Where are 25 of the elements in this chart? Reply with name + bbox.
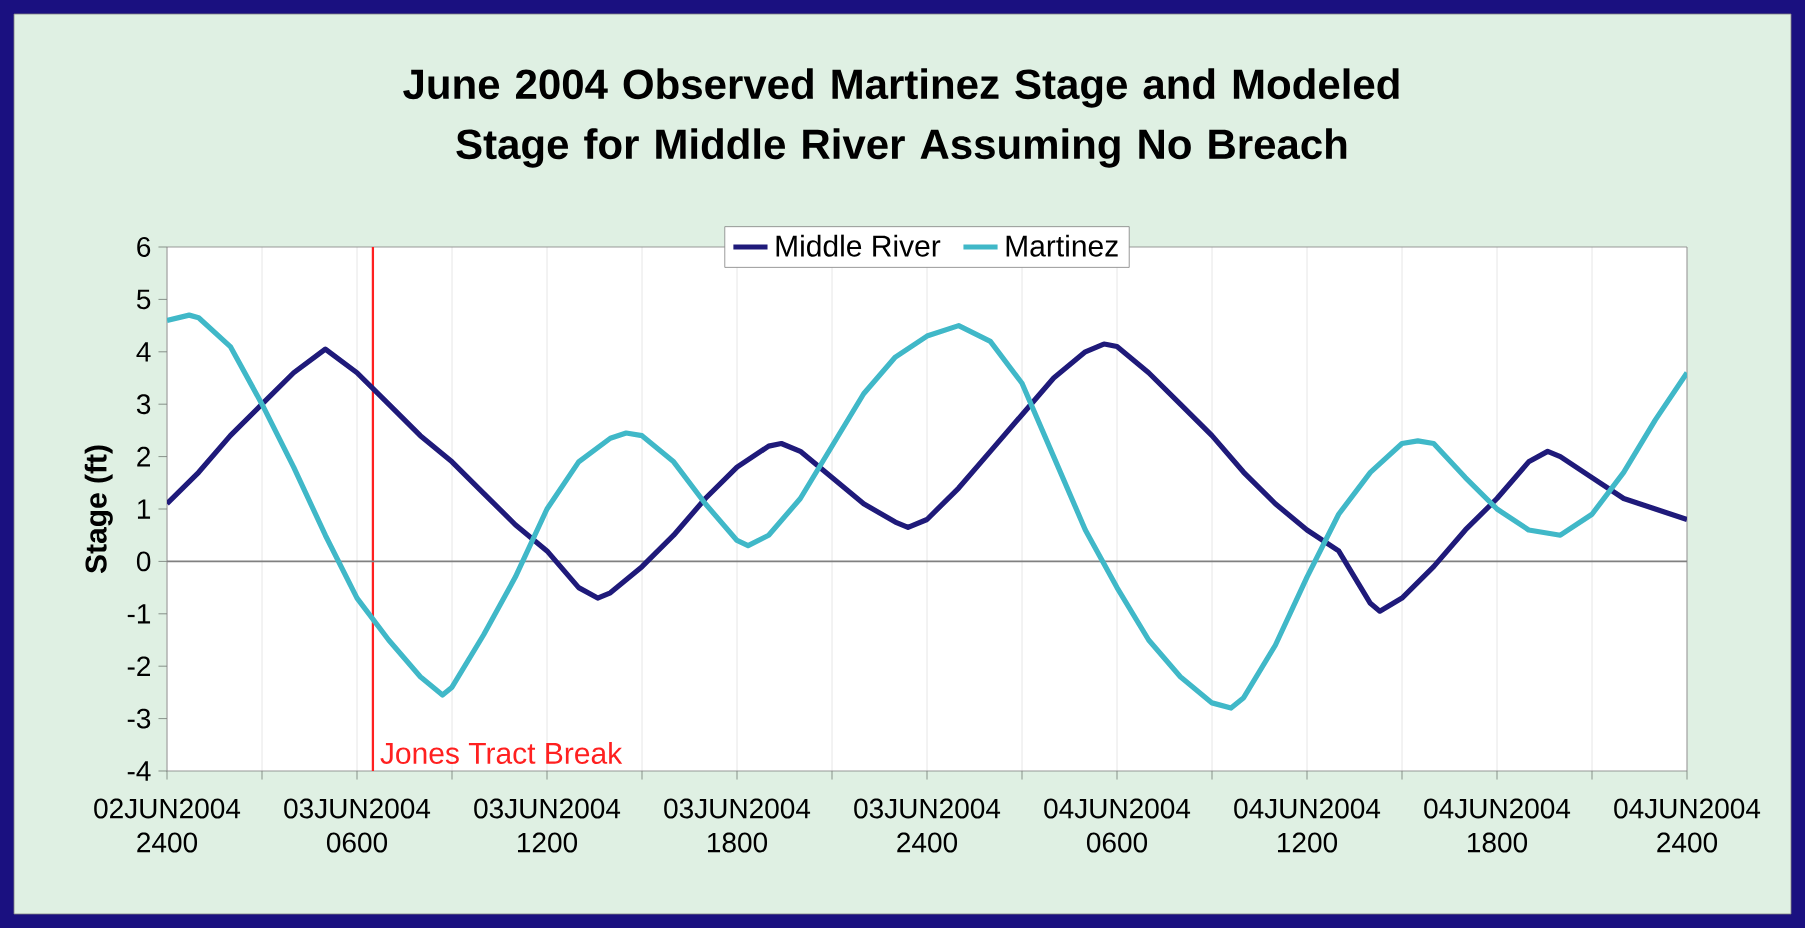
x-tick-label: 04JUN2004 0600 <box>1044 798 1191 853</box>
y-tick-label: 0 <box>136 551 151 572</box>
x-tick-label: 03JUN2004 0600 <box>284 798 431 853</box>
y-tick-label: -2 <box>127 656 151 676</box>
y-tick-label: 6 <box>137 237 151 257</box>
text: 04JUN2004 2400 <box>1614 798 1761 853</box>
chart-title: June 2004 Observed Martinez Stage and Modeled Stage for Middle River Assuming No Breach <box>403 68 1399 168</box>
text: 02JUN2004 2400 <box>94 798 241 853</box>
legend-label: Martinez <box>1006 234 1118 257</box>
ref-line-label: Jones Tract Break <box>380 741 623 764</box>
x-tick-label: 04JUN2004 1800 <box>1424 798 1571 853</box>
y-tick-label: 5 <box>136 289 151 310</box>
x-tick-label: 03JUN2004 1200 <box>474 798 621 853</box>
x-tick-label: 04JUN2004 1200 <box>1234 798 1381 853</box>
y-tick-label: -3 <box>127 708 151 729</box>
legend-label: Middle River <box>776 234 941 257</box>
y-tick-label: -1 <box>127 604 151 624</box>
y-tick-label: -4 <box>127 761 151 781</box>
y-tick-label: 2 <box>137 446 151 467</box>
y-tick-label: 4 <box>136 342 151 362</box>
y-tick-label: 1 <box>137 499 151 519</box>
x-tick-label: 03JUN2004 1800 <box>664 798 811 853</box>
y-axis-title: Stage (ft) <box>84 445 113 574</box>
y-tick-label: 3 <box>136 394 151 415</box>
text: 03JUN2004 2400 <box>854 798 1001 853</box>
